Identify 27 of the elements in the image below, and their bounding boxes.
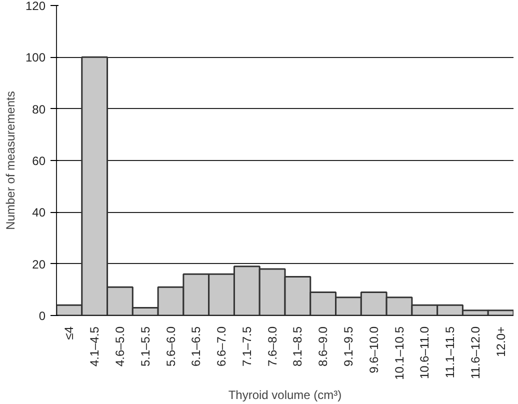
x-tick-label: 9.1–9.5 (341, 326, 356, 367)
y-tick-label: 100 (25, 50, 46, 65)
y-tick-label: 60 (32, 154, 46, 168)
y-tick-label: 40 (32, 206, 46, 220)
x-tick-label: 8.1–8.5 (290, 326, 305, 367)
x-tick-label: 5.6–6.0 (164, 326, 178, 367)
x-tick-label: ≤4 (62, 326, 76, 340)
x-tick-label: 11.1–11.5 (443, 326, 458, 378)
y-tick-label: 0 (38, 309, 46, 323)
x-tick-label: 7.1–7.5 (240, 326, 254, 367)
y-axis-title: Number of measurements (3, 91, 18, 230)
x-tick-label: 6.1–6.5 (189, 326, 204, 367)
x-tick-label: 4.1–4.5 (88, 326, 102, 367)
y-tick-label: 20 (32, 257, 46, 272)
x-axis-title: Thyroid volume (cm³) (228, 388, 342, 402)
x-tick-label: 12.0+ (494, 326, 508, 357)
x-tick-label: 10.6–11.0 (418, 326, 432, 379)
y-tick-label: 120 (25, 0, 46, 13)
x-tick-label: 9.6–10.0 (366, 326, 381, 374)
x-tick-label: 8.6–9.0 (316, 326, 330, 367)
y-tick-label: 80 (32, 102, 46, 116)
x-tick-label: 10.1–10.5 (392, 326, 406, 380)
x-tick-label: 6.6–7.0 (214, 326, 229, 367)
x-tick-label: 5.1–5.5 (138, 326, 152, 367)
x-tick-label: 7.6–8.0 (265, 326, 280, 367)
x-tick-label: 11.6–12.0 (468, 326, 482, 379)
x-tick-label: 4.6–5.0 (112, 326, 127, 367)
